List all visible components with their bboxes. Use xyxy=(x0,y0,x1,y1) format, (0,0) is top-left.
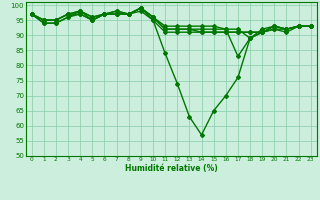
X-axis label: Humidité relative (%): Humidité relative (%) xyxy=(125,164,218,173)
